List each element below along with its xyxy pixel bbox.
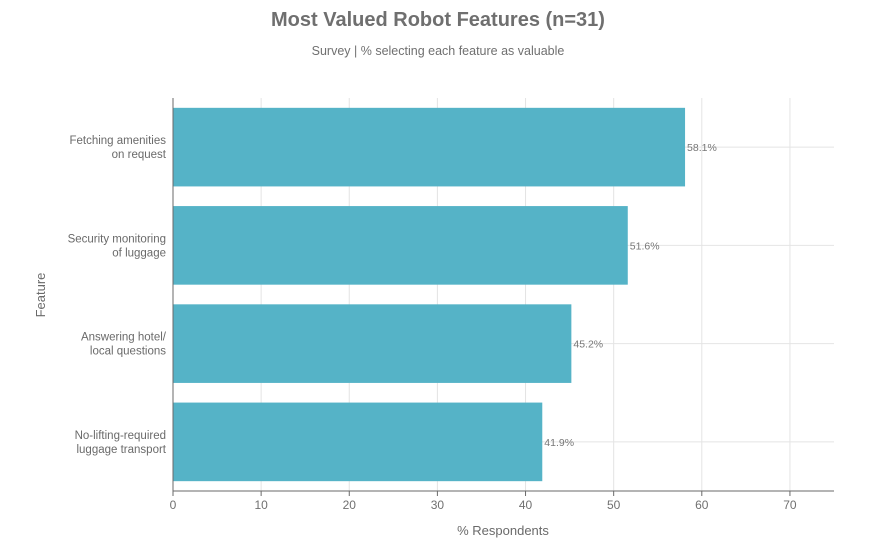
data-label: 58.1%	[687, 142, 717, 154]
bar	[173, 206, 628, 285]
category-label: luggage transport	[76, 444, 166, 456]
category-label: Answering hotel/	[81, 332, 167, 344]
axes	[172, 98, 834, 496]
bar	[173, 402, 543, 482]
x-tick-label: 40	[519, 498, 533, 512]
data-label: 45.2%	[573, 339, 603, 351]
bar	[173, 304, 572, 383]
chart-title: Most Valued Robot Features (n=31)	[271, 9, 605, 31]
bar	[173, 107, 686, 187]
x-axis-title: % Respondents	[457, 523, 549, 538]
category-label: No-lifting-required	[75, 430, 166, 442]
category-label: on request	[112, 149, 167, 161]
category-label: of luggage	[112, 247, 166, 259]
bars	[173, 107, 686, 482]
category-label: Security monitoring	[68, 233, 166, 245]
labels: 0 10 20 30 40 50 60 70 58.1% Fetching amenities on…	[68, 135, 797, 512]
x-tick-label: 20	[343, 498, 357, 512]
category-label: Fetching amenities	[69, 135, 166, 147]
data-label: 51.6%	[630, 240, 660, 252]
x-tick-label: 60	[695, 498, 709, 512]
y-axis-title: Feature	[33, 273, 48, 318]
x-tick-label: 0	[170, 498, 177, 512]
x-tick-label: 50	[607, 498, 621, 512]
x-tick-label: 30	[431, 498, 445, 512]
category-label: local questions	[90, 346, 166, 358]
x-tick-label: 10	[254, 498, 268, 512]
chart-subtitle: Survey | % selecting each feature as val…	[311, 44, 565, 58]
x-tick-label: 70	[783, 498, 797, 512]
data-label: 41.9%	[544, 437, 574, 449]
